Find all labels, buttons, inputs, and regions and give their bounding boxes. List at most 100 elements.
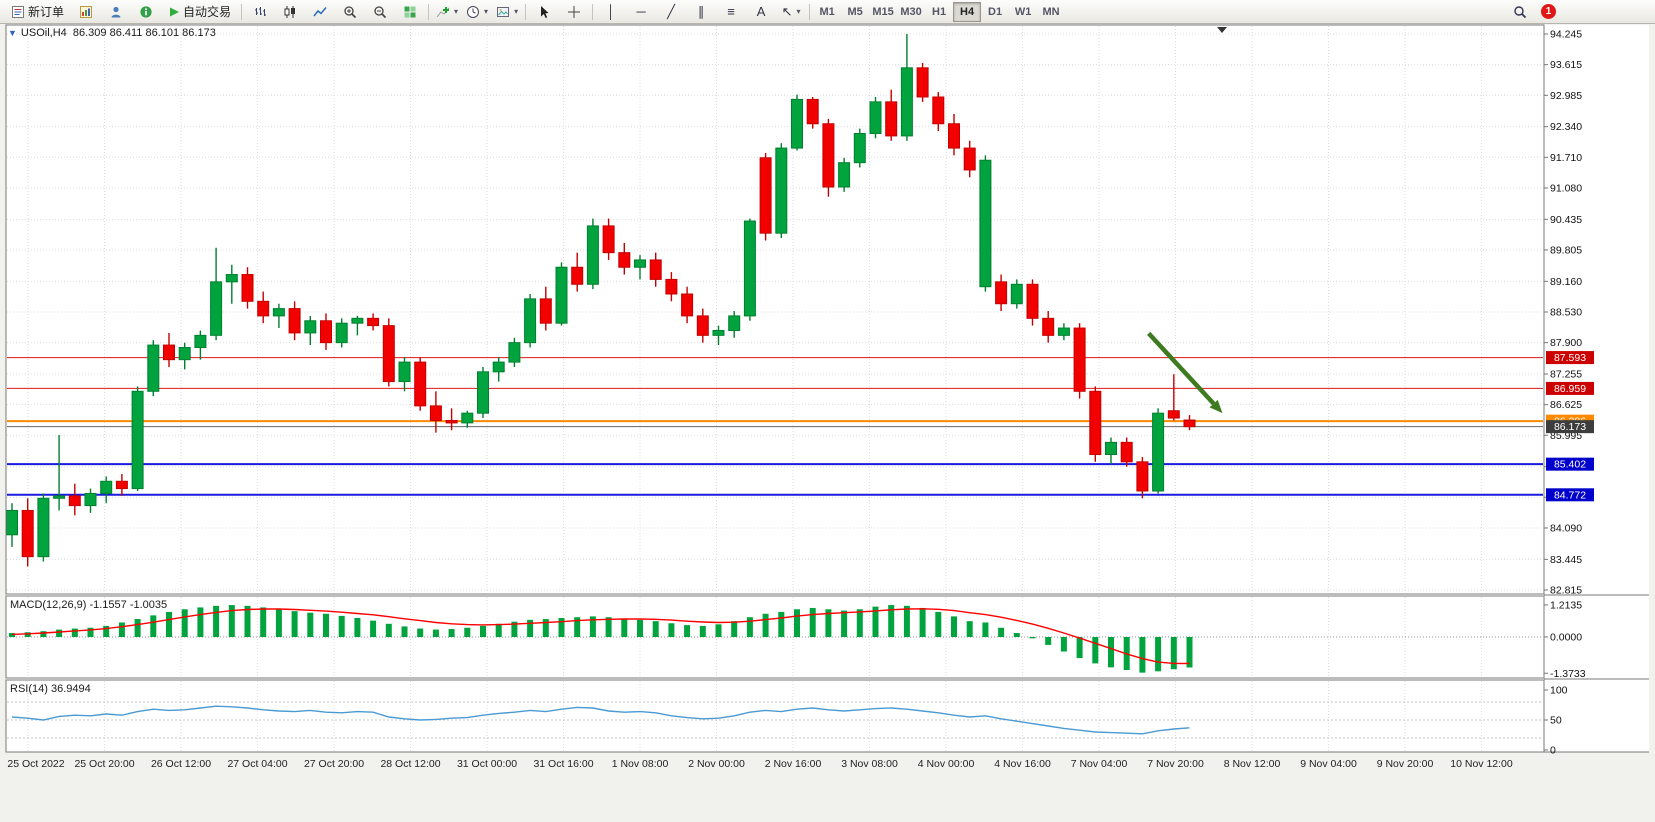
candlestick-icon [284, 5, 296, 18]
tile-windows-button[interactable] [395, 1, 425, 23]
horizontal-line-tool-button[interactable]: ─ [626, 1, 656, 23]
price-tick-label: 90.435 [1550, 214, 1582, 226]
channel-tool-button[interactable]: ∥ [686, 1, 716, 23]
periods-button[interactable]: ▾ [462, 1, 492, 23]
text-tool-button[interactable]: A [746, 1, 776, 23]
macd-histogram-bar [338, 615, 345, 637]
chart-shift-marker[interactable] [1217, 27, 1227, 33]
tile-windows-icon [404, 6, 416, 17]
candle [6, 509, 18, 536]
candle [618, 252, 631, 268]
macd-histogram-bar [1029, 637, 1036, 639]
new-order-label: 新订单 [28, 5, 65, 19]
timeframe-button-group: M1 M5 M15 M30 H1 H4 D1 W1 MN [813, 1, 1065, 22]
time-axis[interactable]: 25 Oct 2022 25 Oct 20:00 26 Oct 12:00 27 Oc… [7, 758, 1512, 770]
timeframe-button-d1[interactable]: D1 [988, 5, 1003, 18]
rsi-line [11, 705, 1190, 735]
macd-histogram-bar [856, 609, 863, 637]
vertical-line-tool-button[interactable]: │ [596, 1, 626, 23]
time-tick-label: 2 Nov 00:00 [688, 758, 745, 770]
price-tick-label: 83.445 [1550, 554, 1582, 566]
time-tick-label: 28 Oct 12:00 [380, 758, 440, 770]
price-tick-label: 93.615 [1550, 59, 1582, 71]
candle [759, 157, 772, 234]
rsi-indicator-label: RSI(14) 36.9494 [10, 683, 91, 695]
bar-chart-mode-button[interactable] [245, 1, 275, 23]
candle [163, 344, 175, 361]
macd-axis-label: 0.0000 [1550, 632, 1582, 644]
market-watch-button[interactable] [101, 1, 131, 23]
horizontal-line-objects[interactable] [7, 357, 1543, 496]
candle [508, 342, 521, 363]
candle [445, 419, 458, 424]
chevron-down-icon: ▾ [484, 7, 489, 16]
zoom-out-button[interactable] [365, 1, 395, 23]
candle [1057, 327, 1070, 336]
chevron-down-icon: ▾ [454, 7, 459, 16]
macd-histogram-bar [464, 627, 471, 637]
candle [382, 325, 395, 383]
svg-text:84.772: 84.772 [1554, 489, 1586, 501]
cursor-tool-button[interactable] [529, 1, 559, 23]
candle [257, 300, 270, 317]
fibonacci-tool-button[interactable]: ≡ [716, 1, 746, 23]
timeframe-button-m1[interactable]: M1 [819, 5, 835, 18]
macd-histogram-bar [275, 609, 282, 637]
arrows-tool-button[interactable]: ↖ ▾ [776, 1, 806, 23]
templates-button[interactable]: ▾ [492, 1, 522, 23]
notification-badge[interactable]: 1 [1541, 4, 1556, 19]
candle [335, 322, 348, 344]
macd-histogram-bar [181, 609, 188, 637]
ohlc-bars-icon [255, 6, 267, 16]
macd-histogram-bar [668, 623, 675, 637]
candle [477, 371, 489, 414]
rsi-panel [7, 701, 1543, 739]
candle [1042, 317, 1055, 336]
time-tick-label: 4 Nov 00:00 [918, 758, 975, 770]
price-tick-label: 91.710 [1550, 152, 1582, 164]
timeframe-button-m5[interactable]: M5 [847, 5, 863, 18]
macd-histogram-bar [118, 622, 125, 637]
candle [1152, 412, 1165, 492]
autotrading-label: 自动交易 [183, 5, 232, 19]
macd-histogram-bar [809, 607, 816, 637]
line-chart-mode-button[interactable] [305, 1, 335, 23]
trendline-tool-button[interactable]: ╱ [656, 1, 686, 23]
one-click-trading-toggle[interactable]: ▼ [8, 28, 17, 38]
community-button[interactable] [131, 1, 161, 23]
charts-button[interactable] [71, 1, 101, 23]
price-line-badge: 85.402 [1546, 457, 1594, 471]
candle [37, 497, 50, 558]
timeframe-button-m30[interactable]: M30 [900, 5, 922, 18]
candlestick-mode-button[interactable] [275, 1, 305, 23]
timeframe-button-w1[interactable]: W1 [1014, 5, 1032, 18]
chart-title: ▼ USOil,H4 86.309 86.411 86.101 86.173 [8, 27, 216, 39]
timeframe-button-h4[interactable]: H4 [953, 1, 982, 22]
timeframe-button-mn[interactable]: MN [1042, 5, 1060, 18]
candle [304, 320, 317, 334]
candle [806, 98, 819, 125]
indicators-button[interactable]: ▾ [432, 1, 462, 23]
macd-histogram-bar [244, 605, 251, 637]
macd-histogram-bar [1076, 637, 1083, 659]
macd-histogram-bar [1060, 637, 1067, 652]
candle [100, 480, 113, 494]
crosshair-tool-button[interactable] [559, 1, 589, 23]
horizontal-line-icon: ─ [636, 4, 646, 19]
timeframe-button-m15[interactable]: M15 [872, 5, 894, 18]
timeframe-button-h1[interactable]: H1 [932, 5, 947, 18]
time-tick-label: 2 Nov 16:00 [765, 758, 822, 770]
annotation-arrow[interactable] [1147, 331, 1223, 414]
macd-histogram-bar [71, 628, 78, 637]
candle [1026, 283, 1039, 319]
toolbar-separator [241, 3, 243, 20]
new-order-button[interactable]: 新订单 [4, 1, 71, 23]
price-tick-label: 88.530 [1550, 307, 1582, 319]
text-tool-icon: A [756, 4, 766, 19]
autotrading-button[interactable]: 自动交易 [161, 1, 238, 23]
search-button[interactable] [1505, 1, 1535, 23]
price-tick-label: 89.160 [1550, 276, 1582, 288]
zoom-in-button[interactable] [335, 1, 365, 23]
price-axis[interactable]: 94.245 93.615 92.985 92.340 91.710 91.080 90.4… [1544, 29, 1594, 597]
